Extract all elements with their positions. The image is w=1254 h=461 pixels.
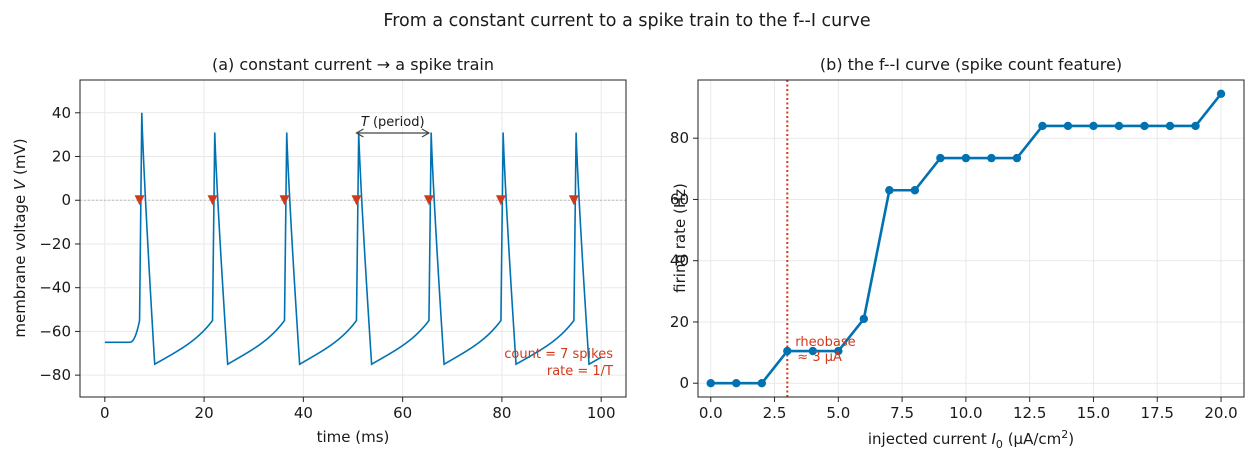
panel-b-title: (b) the f--I curve (spike count feature) xyxy=(820,55,1122,74)
period-label: T (period) xyxy=(361,115,425,130)
figure-title: From a constant current to a spike train… xyxy=(383,11,870,31)
period-annotation: T (period) xyxy=(355,115,431,138)
fi-point xyxy=(1063,121,1073,131)
fi-point xyxy=(732,379,741,388)
panel-a-ytick-label: −20 xyxy=(39,235,71,253)
panel-a-ytick-label: −40 xyxy=(39,279,71,297)
count-annotation-line2: rate = 1/T xyxy=(547,364,613,379)
panel-a-ytick-label: 0 xyxy=(61,191,71,209)
fi-point xyxy=(706,379,715,388)
fi-point xyxy=(783,346,792,356)
fi-point xyxy=(1140,121,1149,131)
panel-a-ticks: 0 20 40 60 80 100 −80 −60 −40 −20 0 20 40 xyxy=(39,104,615,422)
panel-a-frame xyxy=(79,79,627,398)
panel-b-ytick-label: 0 xyxy=(679,374,689,392)
panel-b-xtick-label: 10.0 xyxy=(949,404,982,422)
spike-marker xyxy=(423,195,434,206)
period-arrow-head-right xyxy=(421,128,431,138)
panel-a-xtick-label: 20 xyxy=(195,404,214,422)
fi-point xyxy=(936,153,945,163)
panel-a-ytick-label: −80 xyxy=(39,366,71,384)
fi-point xyxy=(961,153,971,163)
spike-marker xyxy=(279,195,290,206)
panel-b-xtick-label: 2.5 xyxy=(763,404,787,422)
fi-point xyxy=(1216,89,1226,98)
spike-marker xyxy=(495,195,506,206)
fi-point xyxy=(834,346,843,356)
panel-a-xtick-label: 100 xyxy=(587,404,616,422)
panel-a-title: (a) constant current → a spike train xyxy=(212,55,494,74)
panel-a-xtick-label: 40 xyxy=(294,404,313,422)
fi-point xyxy=(1089,121,1098,131)
fi-point xyxy=(808,346,818,356)
panel-a-spike-train: 0 20 40 60 80 100 −80 −60 −40 −20 0 20 40 (a) consta… xyxy=(11,55,627,446)
fi-point xyxy=(1114,121,1124,131)
panel-a-xlabel: time (ms) xyxy=(317,428,390,446)
panel-a-xtick-label: 60 xyxy=(393,404,412,422)
fi-point xyxy=(1165,121,1175,131)
fi-point xyxy=(757,379,766,388)
fi-point xyxy=(1191,121,1200,131)
panel-b-xtick-label: 7.5 xyxy=(890,404,914,422)
panel-b-ytick-label: 80 xyxy=(670,129,689,147)
panel-b-ticks: 0.0 2.5 5.0 7.5 10.0 12.5 15.0 17.5 20.0 0 20 40 60 8… xyxy=(670,129,1238,422)
panel-b-xtick-label: 17.5 xyxy=(1141,404,1174,422)
panel-b-fi-curve: 0.0 2.5 5.0 7.5 10.0 12.5 15.0 17.5 20.0 0 20 40 60 8… xyxy=(670,55,1245,451)
spike-markers xyxy=(134,195,579,206)
panel-a-ylabel: membrane voltage V (mV) xyxy=(11,138,29,337)
panel-b-xtick-label: 15.0 xyxy=(1077,404,1110,422)
panel-a-ytick-label: 20 xyxy=(52,148,71,166)
rheobase-annotation-line2: ≈ 3 μA xyxy=(797,350,842,365)
panel-b-xtick-label: 5.0 xyxy=(826,404,850,422)
spike-marker xyxy=(568,195,579,206)
voltage-trace xyxy=(104,112,602,366)
fi-point xyxy=(910,186,920,195)
fi-point xyxy=(885,186,894,195)
fi-point xyxy=(859,314,869,324)
panel-b-ytick-label: 20 xyxy=(670,313,689,331)
fi-curve-points xyxy=(706,89,1226,388)
panel-b-frame xyxy=(697,79,1245,398)
panel-b-xtick-label: 0.0 xyxy=(699,404,723,422)
fi-point xyxy=(1012,153,1022,163)
panel-a-ytick-label: −60 xyxy=(39,322,71,340)
spike-marker xyxy=(207,195,218,206)
rheobase-annotation-line1: rheobase xyxy=(795,335,855,350)
panel-b-ytick-label: 40 xyxy=(670,252,689,270)
panel-a-xtick-label: 0 xyxy=(100,404,110,422)
panel-b-ytick-label: 60 xyxy=(670,190,689,208)
period-arrow-head-left xyxy=(355,128,364,138)
panel-a-xtick-label: 80 xyxy=(492,404,511,422)
spike-marker xyxy=(351,195,362,206)
count-annotation-line1: count = 7 spikes xyxy=(504,347,613,362)
panel-b-xlabel: injected current I0 (μA/cm2) xyxy=(868,428,1074,451)
panel-a-ytick-label: 40 xyxy=(52,104,71,122)
panel-b-ylabel: firing rate (Hz) xyxy=(671,183,689,293)
panel-b-xtick-label: 20.0 xyxy=(1204,404,1237,422)
spike-marker xyxy=(134,195,145,206)
fi-point xyxy=(1038,121,1047,131)
fi-point xyxy=(987,153,996,163)
panel-b-xtick-label: 12.5 xyxy=(1013,404,1046,422)
panel-b-grid xyxy=(698,80,1244,397)
